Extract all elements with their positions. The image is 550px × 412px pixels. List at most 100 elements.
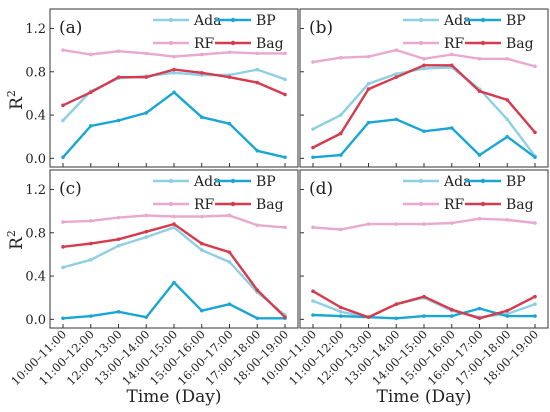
data-point-bp (61, 316, 65, 321)
data-point-bp (255, 148, 260, 153)
data-point-rf (449, 52, 454, 57)
legend-marker-ada (418, 17, 424, 23)
legend-label-ada: Ada (443, 13, 471, 29)
data-point-bp (255, 316, 260, 321)
data-point-bag (61, 245, 65, 249)
panel-c: 0.00.40.81.210:00–11:0011:00–12:0012:00–… (8, 169, 299, 388)
data-point-rf (61, 220, 65, 224)
data-point-ada (61, 265, 65, 270)
data-point-rf (533, 64, 537, 69)
data-point-bp (199, 308, 204, 313)
legend-label-rf: RF (444, 36, 465, 52)
data-point-bag (88, 90, 93, 95)
x-axis-label-right: Time (Day) (377, 387, 472, 407)
data-point-rf (283, 51, 287, 56)
data-point-rf (116, 215, 121, 220)
data-point-rf (172, 54, 176, 59)
legend-label-bag: Bag (506, 197, 534, 213)
data-point-bag (227, 75, 232, 79)
legend-label-rf: RF (444, 197, 465, 213)
series-line-bag (312, 64, 536, 149)
data-point-rf (283, 225, 287, 230)
series-line-bag (62, 222, 286, 319)
data-point-bp (449, 126, 454, 130)
y-tick-label: 0.8 (25, 65, 46, 80)
data-point-bp (477, 153, 482, 157)
legend-marker-bag (230, 201, 236, 207)
series-line-ada (62, 226, 286, 316)
data-point-rf (199, 52, 204, 57)
data-point-ada (88, 258, 93, 262)
data-point-bp (88, 314, 93, 318)
data-point-bag (172, 222, 176, 226)
data-point-ada (144, 235, 149, 239)
data-point-bag (394, 302, 399, 306)
data-point-rf (255, 51, 260, 56)
legend-marker-bp (230, 17, 236, 23)
panel-frame (299, 8, 549, 168)
data-point-bag (477, 316, 482, 321)
data-point-bp (338, 153, 343, 157)
data-point-rf (116, 49, 121, 54)
data-point-ada (172, 71, 176, 75)
data-point-bag (116, 237, 121, 242)
data-point-bag (505, 308, 510, 313)
data-point-ada (422, 66, 426, 71)
data-point-bag (255, 288, 260, 292)
legend-label-bag: Bag (506, 36, 534, 52)
data-point-ada (338, 113, 343, 117)
data-point-bag (283, 92, 287, 97)
legend-label-rf: RF (194, 197, 215, 213)
data-point-ada (172, 225, 176, 230)
data-point-rf (422, 222, 426, 226)
data-point-rf (88, 52, 93, 57)
data-point-ada (255, 67, 260, 72)
data-point-rf (477, 216, 482, 221)
legend-label-ada: Ada (443, 174, 471, 190)
data-point-rf (394, 222, 399, 226)
data-point-bp (422, 314, 426, 318)
data-point-bp (422, 129, 426, 134)
data-point-bp (116, 309, 121, 314)
legend-marker-rf (418, 40, 424, 46)
y-tick-label: 1.2 (25, 183, 46, 198)
data-point-rf (394, 48, 399, 52)
series-line-ada (62, 68, 286, 122)
data-point-rf (144, 51, 149, 56)
legend-marker-rf (418, 201, 424, 207)
y-tick-label: 0.8 (25, 226, 46, 241)
y-axis-label-bottom-sup: 2 (5, 230, 18, 237)
data-point-bp (533, 314, 537, 318)
data-point-rf (255, 223, 260, 227)
data-point-bag (338, 131, 343, 136)
panel-label: (c) (59, 179, 82, 199)
data-point-bag (449, 307, 454, 312)
data-point-bag (116, 75, 121, 79)
data-point-bag (505, 98, 510, 102)
data-point-bp (283, 155, 287, 160)
data-point-rf (144, 213, 149, 218)
legend-marker-bp (480, 17, 486, 23)
data-point-bp (394, 117, 399, 122)
data-point-bag (533, 130, 537, 135)
y-tick-label: 0.4 (25, 270, 46, 285)
data-point-ada (61, 118, 65, 123)
data-point-bp (366, 120, 371, 125)
data-point-bp (144, 315, 149, 319)
legend-marker-ada (418, 178, 424, 184)
data-point-ada (311, 299, 315, 303)
legend-marker-bag (230, 40, 236, 46)
data-point-ada (533, 302, 537, 306)
data-point-bag (144, 229, 149, 234)
legend-marker-rf (168, 201, 174, 207)
data-point-ada (505, 117, 510, 122)
data-point-bag (477, 89, 482, 94)
data-point-bag (533, 294, 537, 299)
data-point-rf (172, 214, 176, 219)
data-point-rf (199, 214, 204, 219)
data-point-bag (394, 75, 399, 79)
data-point-bag (338, 305, 343, 310)
legend-label-ada: Ada (193, 174, 221, 190)
panel-frame (49, 8, 299, 168)
y-axis-label-top: R2 (5, 90, 27, 110)
